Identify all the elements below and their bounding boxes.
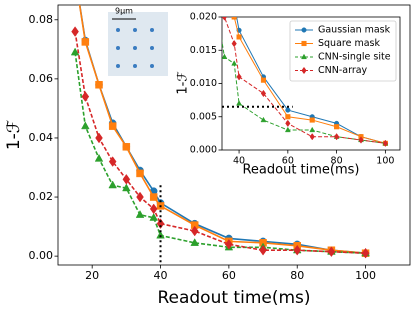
series-line: [78, 5, 366, 254]
inset-y-axis-label: 1-ℱ: [176, 71, 191, 94]
y-tick-label: 0.08: [29, 13, 54, 26]
marker: [225, 238, 233, 250]
x-tick-label: 40: [233, 156, 245, 167]
y-tick-label: 0.06: [29, 72, 54, 85]
marker: [361, 247, 370, 259]
y-tick-label: 0.02: [29, 190, 54, 203]
marker: [95, 81, 103, 89]
inset-plot: 40 60 80 100 0.000 0.005 0.010 0.015 0.020 Gaussi…: [190, 12, 401, 167]
marker: [327, 246, 336, 258]
marker: [136, 191, 144, 203]
series-group: [70, 5, 370, 259]
scale-label: 9μm: [115, 7, 133, 16]
y-tick-label: 0.010: [190, 78, 217, 89]
marker: [236, 34, 242, 40]
marker: [284, 126, 291, 133]
x-tick-label: 80: [290, 269, 304, 282]
marker: [149, 193, 158, 201]
y-tick-label: 0.005: [190, 111, 217, 122]
marker: [358, 136, 364, 144]
y-tick-label: 0.04: [29, 131, 54, 144]
marker: [301, 53, 307, 60]
x-tick-label: 60: [222, 269, 236, 282]
marker: [260, 77, 267, 83]
marker: [260, 116, 267, 123]
image-dots: [116, 28, 154, 68]
marker: [236, 100, 243, 106]
marker: [236, 73, 242, 81]
marker: [190, 225, 199, 237]
legend-label: Gaussian mask: [318, 25, 391, 36]
inset-x-axis-label: Readout time(ms): [242, 163, 359, 178]
x-tick-label: 100: [355, 269, 376, 282]
marker: [70, 47, 80, 56]
marker: [108, 122, 117, 130]
marker: [122, 183, 131, 192]
x-tick-label: 100: [376, 156, 394, 167]
legend: Gaussian mask Square mask CNN-single site C…: [289, 20, 397, 82]
marker: [149, 213, 158, 221]
marker: [81, 38, 90, 46]
marker: [231, 39, 237, 48]
series-group: [222, 17, 389, 148]
marker: [334, 124, 340, 130]
marker: [71, 26, 79, 37]
legend-label: CNN-single site: [318, 52, 391, 63]
series-line: [223, 17, 386, 144]
y-tick-label: 0.000: [190, 145, 217, 156]
series-line: [233, 17, 386, 144]
axes-frame: [57, 4, 411, 266]
marker: [259, 244, 267, 256]
marker: [108, 156, 117, 167]
marker: [136, 169, 144, 178]
legend-frame: [289, 20, 397, 82]
series-line: [222, 38, 386, 144]
marker: [301, 27, 307, 33]
marker: [149, 203, 158, 215]
main-plot: 20 40 60 80 100 0.00 0.02 0.04 0.06 0.08: [29, 4, 411, 282]
marker: [81, 121, 90, 130]
y-tick-label: 0.015: [190, 45, 217, 56]
inset-image: 9μm: [108, 7, 168, 76]
marker: [222, 17, 228, 21]
marker: [231, 17, 237, 20]
marker: [285, 114, 291, 120]
marker: [301, 40, 307, 47]
series-line: [236, 17, 386, 144]
marker: [333, 133, 340, 141]
marker: [95, 132, 103, 144]
marker: [135, 210, 145, 218]
marker: [309, 126, 316, 133]
marker: [156, 218, 165, 229]
y-axis-label: 1-ℱ: [4, 120, 24, 150]
x-tick-label: 40: [154, 269, 168, 282]
marker: [293, 244, 302, 256]
marker: [231, 60, 238, 66]
marker: [94, 153, 104, 162]
y-tick-label: 0.00: [29, 249, 54, 262]
marker: [156, 230, 165, 239]
marker: [382, 139, 388, 148]
marker: [122, 143, 131, 151]
marker: [222, 53, 228, 59]
x-tick-label: 80: [331, 156, 343, 167]
marker: [285, 119, 291, 128]
legend-label: CNN-array: [318, 65, 368, 76]
x-tick-label: 60: [282, 156, 294, 167]
marker: [260, 89, 267, 98]
x-axis-label: Readout time(ms): [157, 288, 310, 308]
y-tick-label: 0.020: [190, 12, 217, 23]
marker: [309, 133, 315, 141]
marker: [309, 117, 315, 123]
marker: [81, 91, 90, 102]
x-tick-label: 20: [85, 269, 99, 282]
series-line: [74, 31, 366, 254]
marker: [285, 107, 291, 113]
marker: [190, 238, 199, 246]
marker: [108, 180, 117, 189]
marker: [122, 173, 131, 185]
legend-label: Square mask: [318, 38, 380, 49]
marker: [301, 66, 307, 75]
